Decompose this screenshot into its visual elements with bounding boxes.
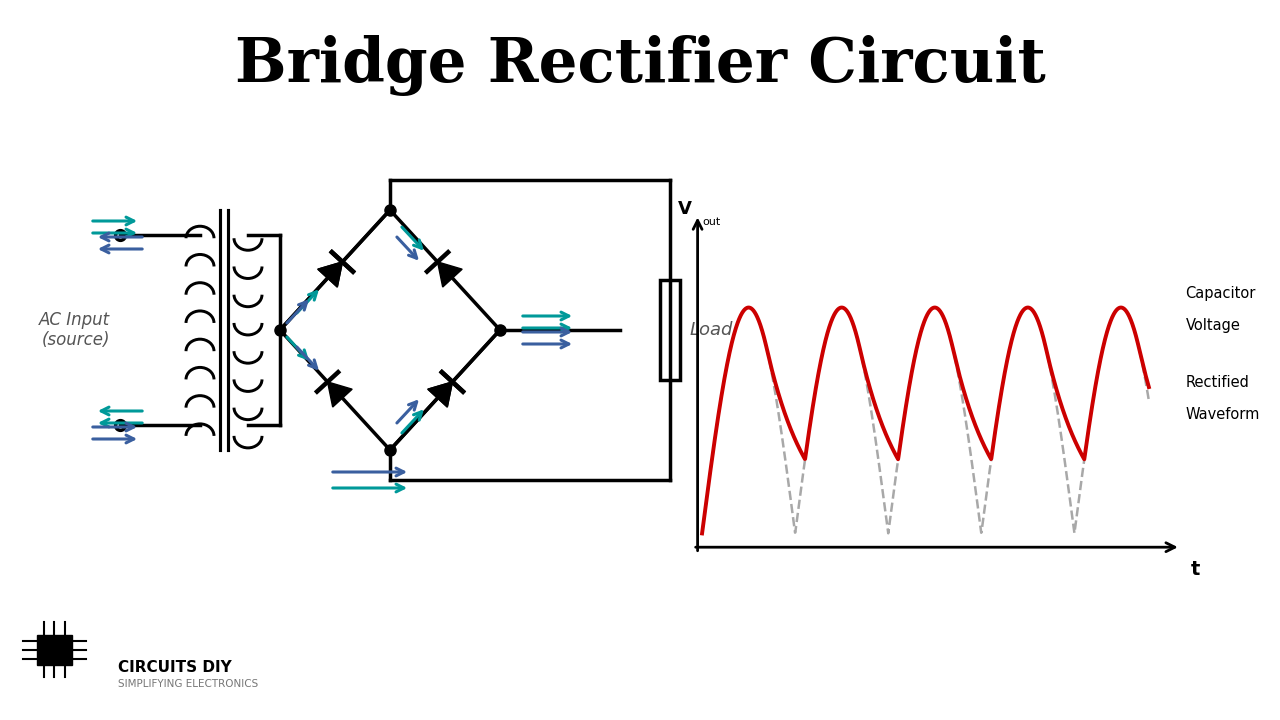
Text: Rectified: Rectified	[1185, 375, 1249, 390]
Polygon shape	[328, 382, 352, 407]
Text: Capacitor: Capacitor	[1185, 287, 1256, 301]
Bar	[37, 634, 72, 665]
Text: Load: Load	[690, 321, 733, 339]
Text: SIMPLIFYING ELECTRONICS: SIMPLIFYING ELECTRONICS	[118, 679, 259, 689]
Text: Waveform: Waveform	[1185, 407, 1260, 422]
Polygon shape	[428, 382, 452, 407]
Polygon shape	[438, 262, 462, 287]
Polygon shape	[317, 262, 343, 287]
Text: CIRCUITS DIY: CIRCUITS DIY	[118, 660, 232, 675]
Text: $\mathbf{V}$: $\mathbf{V}$	[677, 199, 692, 217]
Text: Voltage: Voltage	[1185, 318, 1240, 333]
Text: AC Input
(source): AC Input (source)	[38, 310, 110, 349]
Polygon shape	[317, 262, 343, 287]
Bar	[660, 280, 680, 380]
Text: out: out	[703, 217, 721, 228]
Polygon shape	[428, 382, 452, 407]
Text: $\mathbf{t}$: $\mathbf{t}$	[1190, 560, 1201, 579]
Text: Bridge Rectifier Circuit: Bridge Rectifier Circuit	[234, 35, 1046, 96]
